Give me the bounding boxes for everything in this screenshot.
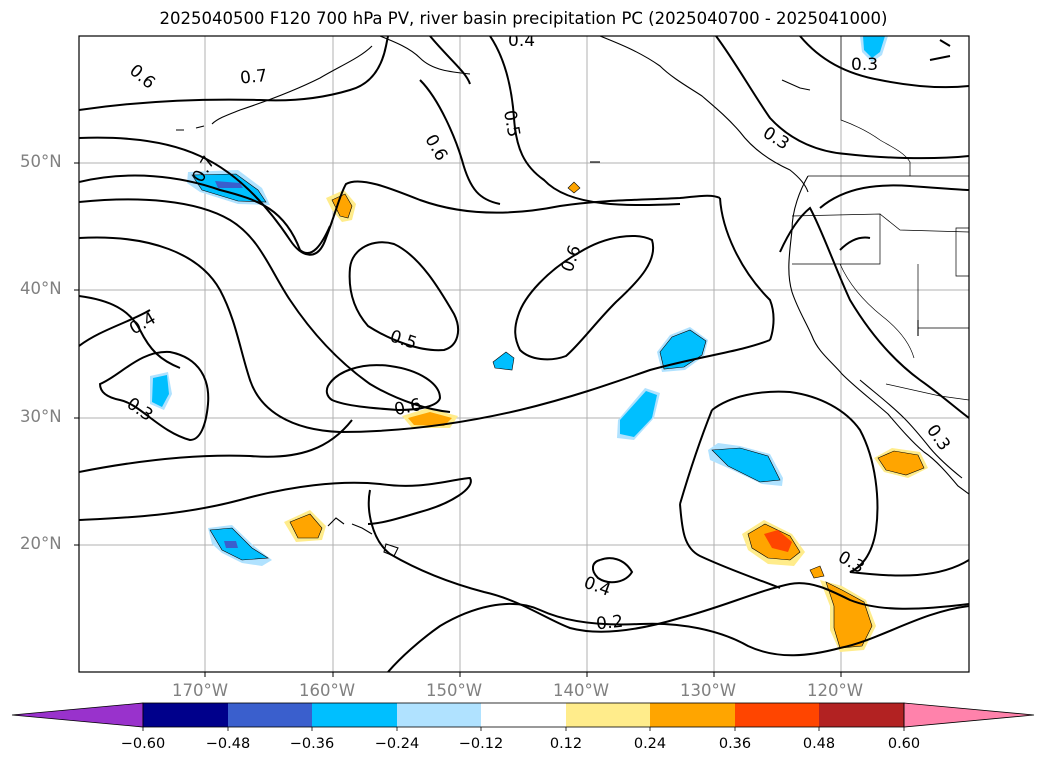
axis-ticks [74, 162, 842, 677]
contour-label: 0.5 [499, 109, 523, 139]
precip-neg-area [224, 541, 238, 548]
lon-label: 120°W [807, 681, 864, 700]
colorbar-segment [566, 703, 650, 727]
colorbar-segment [11, 702, 144, 728]
colorbar-tick-label: −0.48 [205, 736, 251, 752]
colorbar-tick-label: 0.60 [887, 736, 921, 752]
precip-pos-area [809, 565, 825, 579]
colorbar-segment [143, 703, 228, 727]
map-frame [78, 35, 970, 673]
lon-label: 160°W [299, 681, 356, 700]
lon-label: 140°W [553, 681, 610, 700]
precip-neg-area [620, 391, 657, 437]
colorbar-segment [903, 702, 1035, 728]
colorbar-tick-label: −0.36 [289, 736, 335, 752]
colorbar-tick-label: −0.12 [458, 736, 504, 752]
contour-label: 0.4 [508, 31, 535, 51]
colorbar-segment [819, 703, 904, 727]
negative-pc-shading [150, 36, 888, 566]
precip-neg-area [711, 447, 781, 483]
colorbar-tick-label: −0.60 [120, 736, 166, 752]
contour-label: 0.7 [239, 66, 268, 89]
colorbar-segment [228, 703, 312, 727]
colorbar-tick-label: 0.12 [549, 736, 583, 752]
lon-label: 130°W [680, 681, 737, 700]
precip-pos-area [877, 450, 925, 476]
precip-neg-area [152, 375, 169, 407]
pv-contours [79, 36, 969, 672]
precip-neg-area [215, 181, 243, 188]
colorbar-tick-label: −0.24 [374, 736, 420, 752]
lon-label: 150°W [426, 681, 483, 700]
precip-pos-area [764, 530, 792, 552]
precip-pos-area [825, 581, 873, 649]
lat-label: 20°N [20, 534, 62, 553]
map-title: 2025040500 F120 700 hPa PV, river basin … [159, 9, 888, 28]
precip-neg-area [863, 36, 885, 58]
precip-pos-area [567, 181, 581, 194]
colorbar-tick-label: 0.36 [718, 736, 752, 752]
colorbar-tick-label: 0.48 [802, 736, 836, 752]
lat-label: 50°N [20, 152, 62, 171]
coastlines [176, 36, 969, 557]
colorbar-segment [481, 703, 566, 727]
colorbar [11, 702, 1035, 731]
precip-pos-area [331, 193, 353, 219]
precip-neg-area [492, 351, 515, 371]
precip-pos-area [289, 513, 323, 539]
precip-pos-area [408, 412, 452, 426]
political-borders [791, 36, 969, 401]
colorbar-segment [650, 703, 735, 727]
lat-label: 40°N [20, 279, 62, 298]
positive-pc-shading [284, 181, 928, 652]
colorbar-segment [312, 703, 397, 727]
precip-neg-area [209, 527, 269, 561]
colorbar-segment [397, 703, 481, 727]
contour-label: 0.3 [851, 55, 878, 75]
colorbar-tick-label: 0.24 [633, 736, 667, 752]
lon-label: 170°W [172, 681, 229, 700]
colorbar-segment [735, 703, 819, 727]
contour-label: 0.2 [595, 612, 624, 635]
lat-label: 30°N [20, 407, 62, 426]
